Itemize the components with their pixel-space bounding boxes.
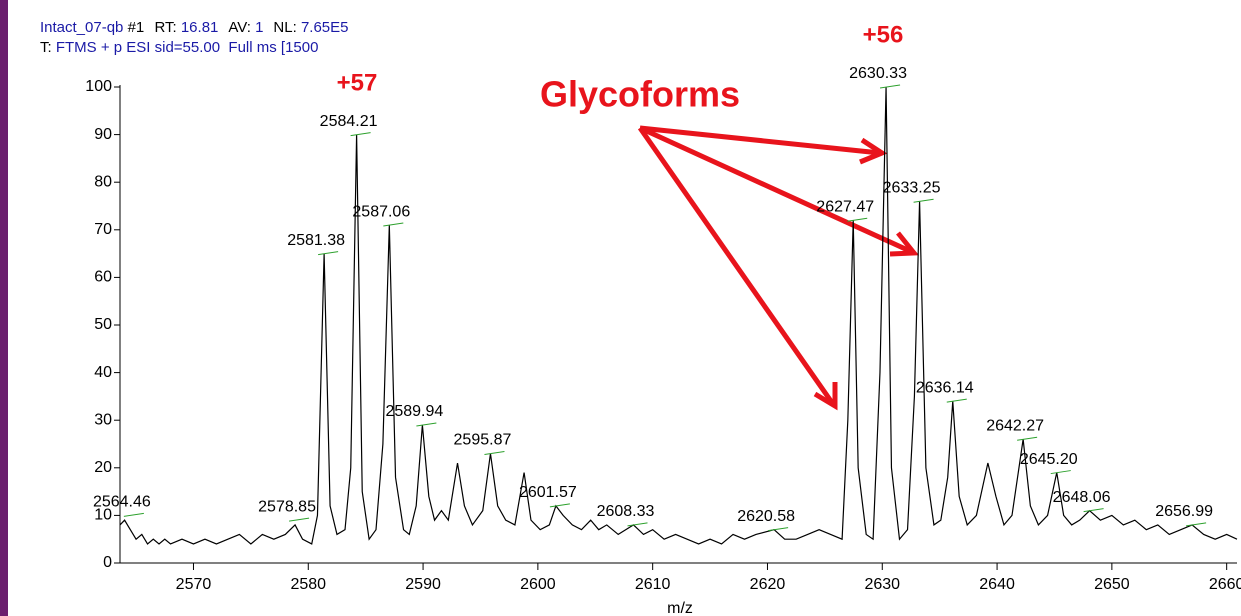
nl: 7.65E5 bbox=[301, 19, 349, 36]
annotation: +57 bbox=[337, 69, 378, 96]
x-tick-label: 2650 bbox=[1094, 576, 1130, 593]
peak-label: 2578.85 bbox=[258, 498, 316, 515]
x-tick-label: 2570 bbox=[176, 576, 212, 593]
arrow-head bbox=[859, 137, 888, 165]
peak-marker bbox=[847, 217, 868, 222]
filter: FTMS + p ESI sid=55.00 Full ms [1500 bbox=[56, 39, 319, 56]
header-line-1: Intact_07-qb #1 RT: 16.81 AV: 1 NL: 7.65E5 bbox=[40, 19, 348, 36]
rt-key: RT: bbox=[154, 19, 176, 36]
peak-marker bbox=[1017, 436, 1038, 441]
peak-marker bbox=[1186, 522, 1207, 527]
peak-label: 2581.38 bbox=[287, 232, 345, 249]
peak-label: 2589.94 bbox=[385, 403, 443, 420]
peak-marker bbox=[416, 422, 437, 427]
y-tick-label: 100 bbox=[85, 78, 112, 95]
peak-marker bbox=[484, 451, 505, 456]
arrow bbox=[639, 125, 881, 156]
rt: 16.81 bbox=[181, 19, 219, 36]
y-tick-label: 30 bbox=[94, 411, 112, 428]
x-tick-label: 2590 bbox=[405, 576, 441, 593]
annotation: Glycoforms bbox=[540, 74, 740, 115]
peak-marker bbox=[768, 527, 789, 532]
x-tick-label: 2630 bbox=[864, 576, 900, 593]
y-tick-label: 90 bbox=[94, 126, 112, 143]
peak-marker bbox=[383, 222, 404, 227]
header-line-2: T: FTMS + p ESI sid=55.00 Full ms [1500 bbox=[40, 39, 318, 56]
peak-marker bbox=[318, 251, 339, 256]
x-tick-label: 2640 bbox=[979, 576, 1015, 593]
y-tick-label: 10 bbox=[94, 507, 112, 524]
x-tick-label: 2580 bbox=[290, 576, 326, 593]
peak-marker bbox=[549, 503, 570, 508]
x-tick-label: 2600 bbox=[520, 576, 556, 593]
peak-label: 2633.25 bbox=[883, 179, 941, 196]
y-tick-label: 40 bbox=[94, 364, 112, 381]
peak-label: 2564.46 bbox=[93, 494, 151, 511]
x-tick-label: 2610 bbox=[635, 576, 671, 593]
nl-key: NL: bbox=[273, 19, 296, 36]
spectrum-line bbox=[119, 86, 1238, 545]
arrow-head bbox=[889, 231, 920, 257]
peak-label: 2608.33 bbox=[597, 503, 655, 520]
y-tick-label: 0 bbox=[103, 554, 112, 571]
peak-label: 2620.58 bbox=[737, 508, 795, 525]
peak-label: 2584.21 bbox=[320, 113, 378, 130]
peak-marker bbox=[288, 517, 310, 522]
arrow bbox=[637, 126, 836, 406]
peak-label: 2627.47 bbox=[816, 198, 874, 215]
peak-label: 2642.27 bbox=[986, 417, 1044, 434]
y-tick-label: 60 bbox=[94, 269, 112, 286]
av-key: AV: bbox=[228, 19, 251, 36]
x-axis-label: m/z bbox=[667, 600, 693, 616]
peak-marker bbox=[913, 198, 934, 203]
peak-label: 2601.57 bbox=[519, 484, 577, 501]
peak-marker bbox=[350, 132, 371, 137]
peak-marker bbox=[879, 84, 901, 89]
side-bar bbox=[0, 0, 8, 616]
arrow-head bbox=[813, 382, 838, 411]
scan: #1 bbox=[128, 19, 145, 36]
av: 1 bbox=[255, 19, 263, 36]
x-tick-label: 2660 bbox=[1209, 576, 1241, 593]
x-tick-label: 2620 bbox=[750, 576, 786, 593]
file: Intact_07-qb bbox=[40, 19, 123, 36]
y-tick-label: 70 bbox=[94, 221, 112, 238]
peak-label: 2648.06 bbox=[1053, 489, 1111, 506]
peak-label: 2595.87 bbox=[454, 432, 512, 449]
peak-label: 2656.99 bbox=[1155, 503, 1213, 520]
y-tick-label: 50 bbox=[94, 316, 112, 333]
peak-label: 2630.33 bbox=[849, 65, 907, 82]
y-tick-label: 80 bbox=[94, 173, 112, 190]
peak-label: 2645.20 bbox=[1020, 451, 1078, 468]
peak-marker bbox=[1050, 470, 1071, 475]
peak-marker bbox=[123, 512, 144, 517]
annotation: +56 bbox=[863, 21, 904, 48]
t-key: T: bbox=[40, 39, 52, 56]
peak-marker bbox=[627, 522, 648, 527]
peak-label: 2636.14 bbox=[916, 379, 974, 396]
arrow bbox=[638, 125, 914, 255]
arrows bbox=[637, 125, 920, 411]
peak-marker bbox=[946, 398, 967, 403]
y-tick-label: 20 bbox=[94, 459, 112, 476]
peak-label: 2587.06 bbox=[352, 203, 410, 220]
peak-marker bbox=[1083, 508, 1104, 513]
